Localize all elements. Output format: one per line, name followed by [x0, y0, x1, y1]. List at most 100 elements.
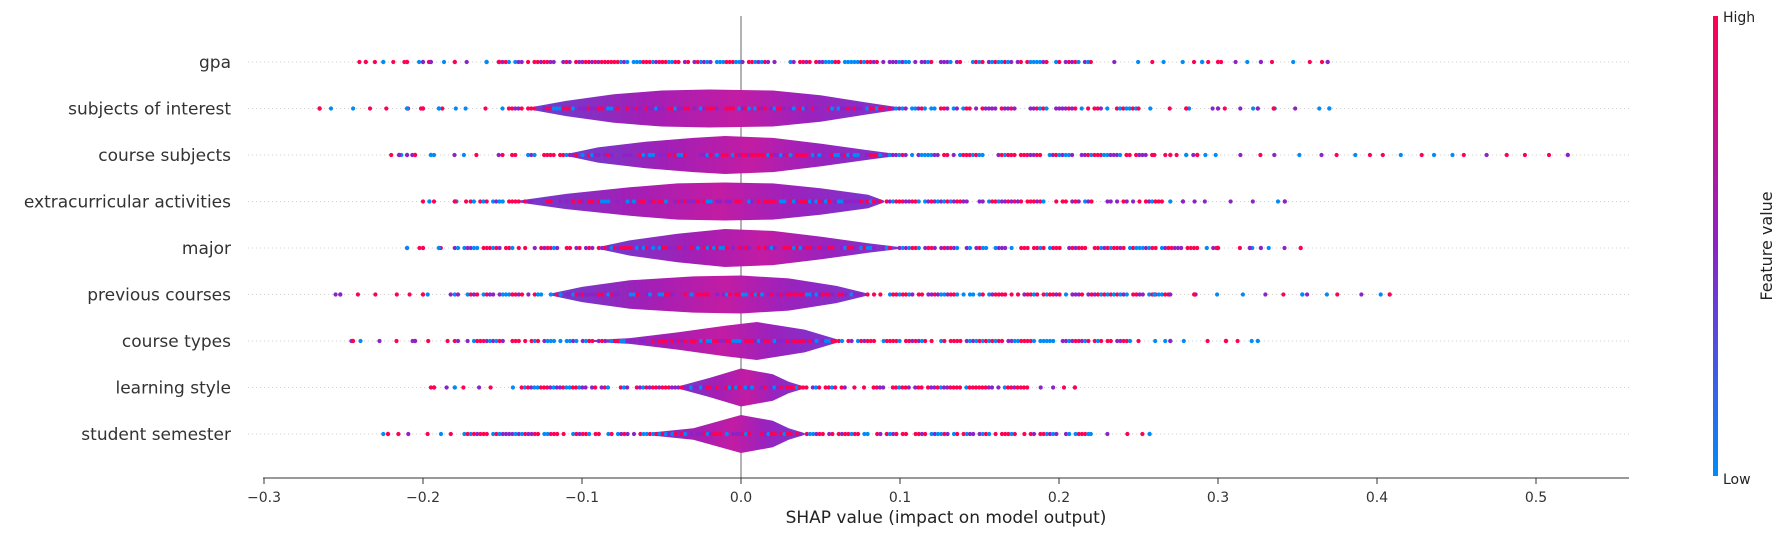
shap-dot — [396, 431, 401, 437]
shap-dot — [731, 338, 736, 344]
shap-dot — [830, 59, 835, 65]
shap-dot — [951, 431, 957, 437]
shap-dot — [660, 431, 665, 437]
shap-dot — [711, 245, 717, 251]
shap-dot — [526, 199, 531, 204]
shap-dot — [513, 106, 518, 111]
shap-dot — [705, 292, 710, 297]
shap-dot — [839, 106, 844, 111]
shap-dot — [842, 152, 848, 158]
feature-label: extracurricular activities — [24, 193, 231, 213]
shap-dot — [964, 385, 969, 390]
shap-dot — [987, 431, 992, 437]
shap-dot — [875, 199, 880, 204]
shap-dot — [1028, 59, 1033, 65]
shap-dot — [814, 338, 819, 344]
shap-dot — [1038, 385, 1043, 390]
shap-dot — [1019, 338, 1024, 344]
shap-dot — [609, 106, 614, 111]
shap-dot — [702, 152, 707, 158]
shap-dot — [577, 59, 582, 65]
shap-dot — [753, 292, 758, 297]
shap-dot — [980, 385, 985, 390]
shap-dot — [1015, 59, 1020, 65]
shap-dot — [1018, 385, 1023, 390]
shap-dot — [573, 385, 579, 390]
colorbar-high-label: High — [1723, 10, 1755, 26]
shap-dot — [1073, 59, 1078, 65]
shap-dot — [1191, 245, 1197, 251]
shap-dot — [1083, 199, 1088, 204]
shap-dot — [980, 106, 985, 111]
shap-dot — [564, 385, 569, 390]
shap-dot — [1089, 292, 1094, 297]
shap-dot — [471, 292, 477, 297]
shap-dot — [711, 106, 716, 111]
colorbar: High Low Feature value — [1713, 10, 1776, 488]
shap-dot — [1175, 245, 1181, 251]
shap-dot — [651, 431, 656, 437]
shap-dot — [513, 338, 518, 344]
shap-dot — [894, 338, 899, 344]
shap-dot — [644, 59, 649, 65]
shap-dot — [1003, 199, 1008, 204]
shap-dot — [615, 292, 621, 297]
shap-dot — [813, 385, 819, 390]
shap-dot — [907, 338, 912, 344]
shap-dot — [961, 199, 966, 204]
shap-dot — [570, 152, 576, 158]
shap-dot — [730, 59, 736, 65]
shap-dot — [1003, 292, 1008, 297]
shap-dot — [1012, 152, 1017, 158]
shap-dot — [967, 338, 973, 344]
shap-dot — [586, 152, 592, 158]
shap-dot — [564, 59, 569, 65]
shap-dot — [644, 385, 649, 390]
shap-dot — [884, 152, 889, 158]
shap-dot — [855, 59, 860, 65]
shap-dot — [958, 59, 963, 65]
shap-dot — [993, 292, 998, 297]
shap-dot — [425, 431, 430, 437]
shap-dot — [1038, 245, 1043, 251]
shap-dot — [599, 199, 605, 204]
shap-dot — [1088, 59, 1093, 65]
shap-dot — [987, 338, 992, 344]
shap-dot — [763, 199, 768, 204]
feature-label: student semester — [81, 425, 231, 445]
shap-dot — [1127, 245, 1133, 251]
shap-dot — [663, 431, 669, 437]
shap-dot — [747, 431, 752, 437]
shap-dot — [996, 199, 1001, 204]
shap-dot — [721, 338, 726, 344]
shap-dot — [1163, 292, 1168, 297]
shap-dot — [878, 199, 883, 204]
shap-dot — [1009, 338, 1014, 344]
shap-dot — [507, 292, 512, 297]
x-tick-label: 0.3 — [1207, 490, 1229, 506]
shap-dot — [1066, 106, 1071, 111]
shap-dot — [737, 199, 742, 204]
shap-dot — [1073, 431, 1078, 437]
shap-dot — [894, 431, 899, 437]
shap-dot — [878, 292, 883, 297]
shap-dot — [775, 385, 780, 390]
shap-dot — [1067, 245, 1072, 251]
shap-dot — [500, 338, 505, 344]
shap-dot — [407, 292, 412, 297]
shap-dot — [1137, 199, 1142, 204]
shap-dot — [580, 59, 585, 65]
shap-dot — [817, 385, 822, 390]
shap-dot — [759, 338, 765, 344]
shap-dot — [737, 292, 742, 297]
shap-dot — [769, 245, 774, 251]
shap-dot — [996, 338, 1001, 344]
shap-dot — [500, 431, 505, 437]
shap-dot — [462, 245, 467, 251]
shap-dot — [483, 106, 488, 111]
shap-dot — [571, 199, 576, 204]
shap-dot — [727, 338, 733, 344]
shap-dot — [638, 199, 643, 204]
shap-dot — [1159, 199, 1164, 204]
shap-dot — [769, 152, 774, 158]
